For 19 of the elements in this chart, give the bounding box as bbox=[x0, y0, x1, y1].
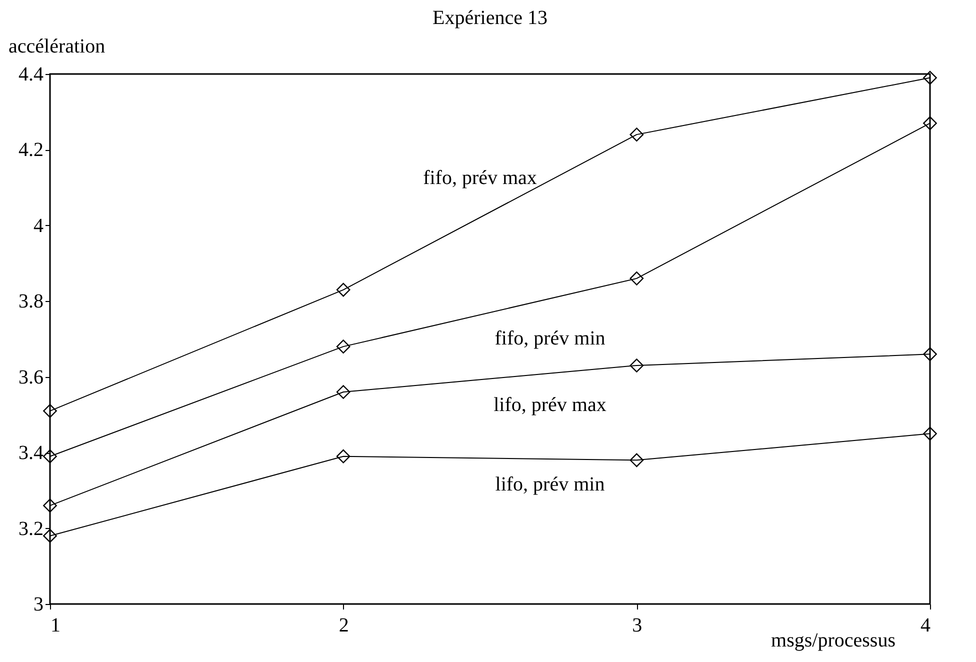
x-axis-title: msgs/processus bbox=[771, 630, 896, 652]
y-tick-label: 4 bbox=[34, 214, 44, 237]
y-tick-label: 3.6 bbox=[18, 366, 44, 388]
series-label: lifo, prév max bbox=[494, 394, 606, 416]
chart-title: Expérience 13 bbox=[432, 7, 548, 29]
x-tick-label: 1 bbox=[50, 614, 60, 636]
series-label: fifo, prév min bbox=[494, 328, 606, 350]
y-tick-label: 4.2 bbox=[18, 139, 44, 162]
y-tick-label: 3.4 bbox=[18, 442, 44, 464]
y-axis-title: accélération bbox=[8, 36, 106, 58]
y-tick-label: 3.8 bbox=[18, 290, 44, 313]
series-label: fifo, prév max bbox=[423, 167, 537, 190]
y-tick-label: 3 bbox=[34, 594, 44, 616]
y-tick-label: 3.2 bbox=[18, 518, 44, 540]
x-tick-label: 4 bbox=[920, 614, 930, 636]
x-tick-label: 2 bbox=[338, 614, 349, 636]
series-label: lifo, prév min bbox=[495, 473, 605, 496]
y-tick-label: 4.4 bbox=[18, 64, 44, 86]
x-tick-label: 3 bbox=[632, 614, 642, 636]
